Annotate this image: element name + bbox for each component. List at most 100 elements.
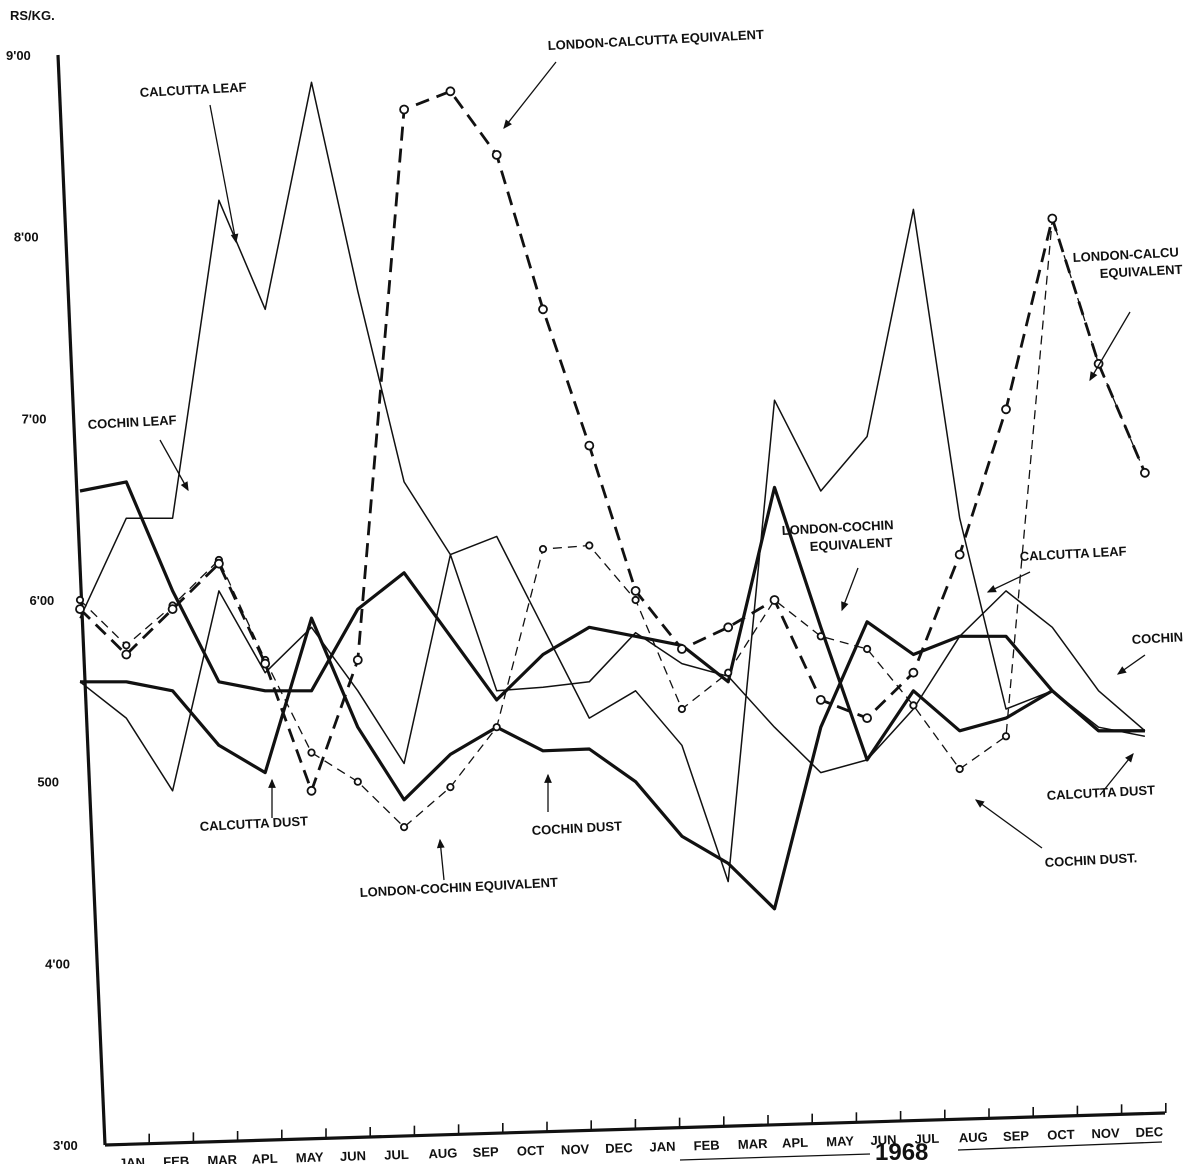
arrowhead — [986, 585, 997, 593]
x-tick-label: DEC — [1135, 1124, 1164, 1140]
data-point — [167, 604, 178, 614]
data-point — [630, 586, 641, 596]
year-marker: 1968 — [679, 1139, 1163, 1164]
data-point — [399, 104, 410, 115]
arrowhead — [268, 778, 276, 788]
x-tick-label: APL — [251, 1151, 278, 1164]
series-line-4 — [79, 217, 1146, 828]
data-point — [1047, 213, 1058, 224]
x-tick-label: MAR — [207, 1152, 238, 1164]
series-group — [75, 81, 1150, 911]
data-point — [862, 644, 872, 654]
annotations: LONDON-CALCUTTA EQUIVALENT CALCUTTA LEAF L… — [87, 27, 1183, 900]
x-tick-label: AUG — [428, 1145, 457, 1161]
annotation-label: LONDON-COCHIN — [781, 517, 894, 538]
series-line-1 — [80, 616, 1145, 911]
x-tick-label: AUG — [959, 1129, 988, 1145]
data-point — [353, 777, 362, 786]
annotation-label: LONDON-CALCUTTA EQUIVALENT — [547, 27, 764, 53]
y-tick-label: 3'00 — [53, 1138, 78, 1153]
annotation-label: CALCUTTA DUST — [1046, 782, 1155, 803]
year-label: 1968 — [875, 1139, 928, 1164]
x-tick-label: JUN — [340, 1148, 367, 1164]
data-point — [399, 822, 409, 832]
data-point — [815, 695, 826, 705]
data-point — [862, 713, 872, 723]
arrowhead — [180, 481, 189, 492]
x-tick-label: MAY — [826, 1133, 855, 1149]
annotation-label: LONDON-CALCU — [1072, 244, 1179, 265]
series-line-3 — [79, 480, 1145, 762]
annotation-label: CALCUTTA LEAF — [139, 79, 247, 100]
x-tick-label: OCT — [1047, 1127, 1075, 1143]
data-point — [538, 544, 548, 554]
data-point — [307, 748, 316, 757]
annotation-label: COCHIN DUST. — [1044, 850, 1137, 870]
x-tick-label: DEC — [605, 1140, 634, 1156]
data-point — [121, 649, 132, 660]
arrowhead — [1116, 666, 1127, 675]
data-point — [1001, 732, 1011, 741]
x-axis-line — [104, 1111, 1166, 1147]
annotation-label: COCHIN — [1131, 629, 1183, 647]
x-tick-label: JUN — [870, 1132, 897, 1148]
data-point — [954, 549, 965, 560]
x-tick-label: SEP — [1003, 1128, 1030, 1144]
data-point — [492, 723, 501, 732]
x-tick-label: NOV — [561, 1141, 590, 1157]
x-tick-label: FEB — [693, 1137, 720, 1153]
annotation-label: LONDON-COCHIN EQUIVALENT — [359, 875, 558, 900]
annotation-arrow — [1099, 753, 1134, 796]
data-point — [213, 558, 224, 569]
x-tick-label: FEB — [163, 1153, 190, 1164]
y-tick-label: 8'00 — [14, 230, 39, 245]
data-point — [122, 641, 131, 650]
arrowhead — [503, 119, 512, 130]
x-tick-label: SEP — [472, 1144, 499, 1160]
data-point — [1140, 467, 1150, 478]
arrowhead — [1125, 753, 1134, 763]
y-axis-title: RS/KG. — [10, 8, 55, 23]
series-line-2 — [79, 553, 1146, 792]
data-point — [260, 658, 271, 669]
x-tick-label: MAR — [738, 1136, 769, 1152]
data-point — [955, 764, 964, 774]
arrowhead — [230, 233, 239, 244]
y-tick-labels: 3'00 4'00 500 6'00 7'00 8'00 9'00 — [6, 48, 78, 1153]
data-point — [538, 304, 548, 315]
x-tick-label: NOV — [1091, 1125, 1120, 1141]
data-point — [723, 622, 734, 633]
annotation-arrow — [209, 104, 237, 243]
arrowhead — [841, 601, 849, 612]
y-tick-label: 4'00 — [45, 956, 70, 971]
annotation-arrow — [975, 799, 1043, 849]
data-point — [908, 667, 919, 678]
data-point — [306, 785, 317, 796]
data-point — [584, 440, 595, 451]
annotation-arrow — [159, 439, 189, 491]
arrowhead — [1089, 371, 1098, 382]
x-tick-label: OCT — [517, 1143, 545, 1159]
x-tick-label: JUL — [914, 1131, 939, 1147]
x-tick-label: JAN — [119, 1155, 146, 1164]
annotation-label: CALCUTTA LEAF — [1019, 543, 1127, 564]
annotation-label: CALCUTTA DUST — [199, 813, 308, 834]
series-line-0 — [79, 81, 1146, 883]
y-tick-label: 6'00 — [30, 593, 55, 608]
arrowhead — [974, 799, 985, 808]
data-point — [75, 595, 85, 605]
y-tick-label: 500 — [37, 775, 59, 790]
y-tick-label: 7'00 — [22, 411, 47, 426]
data-point — [909, 701, 918, 710]
data-point — [724, 668, 733, 677]
annotation-arrow — [1089, 311, 1131, 381]
data-point — [446, 782, 455, 792]
data-point — [769, 595, 780, 605]
annotation-label: COCHIN LEAF — [87, 412, 177, 432]
x-tick-label: MAY — [296, 1149, 325, 1164]
x-tick-label: APL — [782, 1135, 809, 1151]
data-point — [585, 541, 594, 550]
arrowhead — [436, 838, 445, 849]
